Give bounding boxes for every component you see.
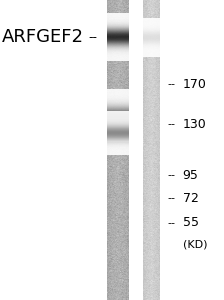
Text: --: -- [168,79,176,89]
Text: ARFGEF2: ARFGEF2 [2,28,84,46]
Text: --: -- [168,119,176,130]
Text: 130: 130 [183,118,206,131]
Text: --: -- [168,170,176,181]
Text: --: -- [88,31,97,44]
Text: --: -- [168,218,176,228]
Text: 55: 55 [183,216,198,229]
Text: (KD): (KD) [183,239,207,250]
Text: 95: 95 [183,169,198,182]
Text: 72: 72 [183,191,198,205]
Text: --: -- [168,193,176,203]
Text: 170: 170 [183,77,207,91]
